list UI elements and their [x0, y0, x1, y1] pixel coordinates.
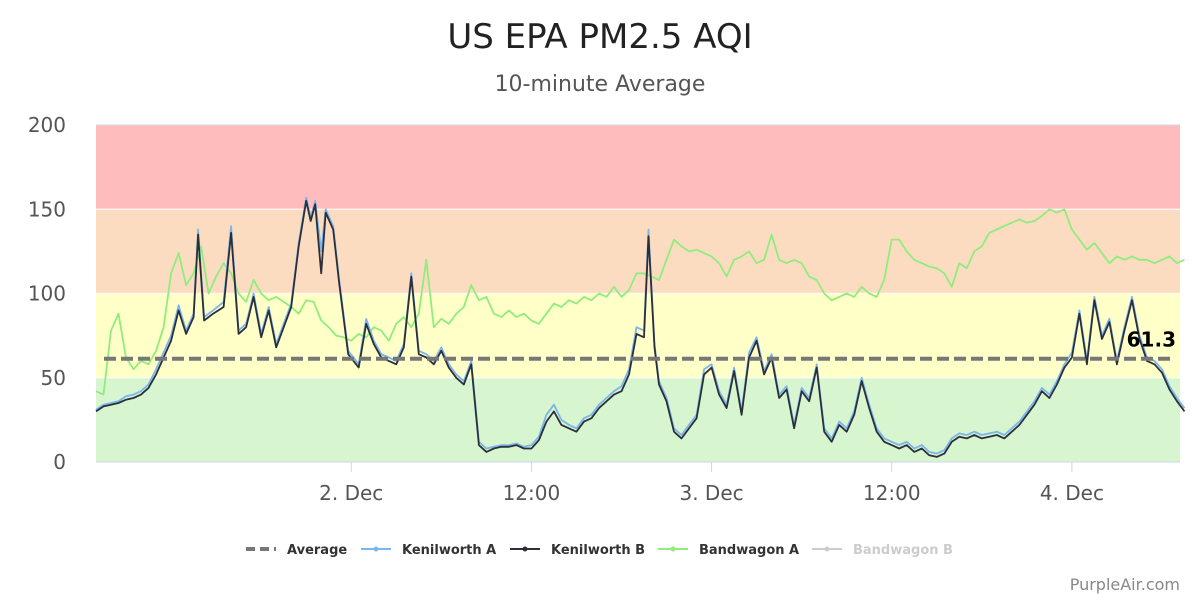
legend-kenilworth-a-label: Kenilworth A	[402, 543, 496, 558]
legend-kenilworth-b-marker	[522, 546, 528, 552]
y-axis: 0 50 100 150 200	[28, 113, 1180, 474]
legend-item-bandwagon-a[interactable]: Bandwagon A	[658, 543, 799, 558]
average-value-label: 61.3	[1127, 328, 1176, 352]
legend-item-kenilworth-a[interactable]: Kenilworth A	[361, 543, 496, 558]
legend-item-average[interactable]: Average	[246, 543, 347, 558]
chart-title: US EPA PM2.5 AQI	[447, 17, 752, 57]
legend-bandwagon-a-marker	[670, 546, 676, 552]
series-lines	[95, 196, 1186, 458]
aqi-band-3	[96, 125, 1180, 210]
x-tick-label-4: 4. Dec	[1040, 481, 1104, 505]
aqi-band-1	[96, 293, 1180, 378]
y-tick-label-200: 200	[28, 113, 66, 137]
average-line-group: 61.3	[104, 328, 1176, 361]
y-tick-label-50: 50	[41, 366, 66, 390]
x-tick-label-0: 2. Dec	[319, 481, 383, 505]
legend-bandwagon-b-label: Bandwagon B	[853, 543, 953, 558]
legend-kenilworth-a-marker	[373, 546, 379, 552]
x-axis: 2. Dec 12:00 3. Dec 12:00 4. Dec	[96, 461, 1180, 505]
legend-item-bandwagon-b[interactable]: Bandwagon B	[812, 543, 953, 558]
credit-link[interactable]: PurpleAir.com	[1070, 575, 1180, 594]
aqi-band-2	[96, 209, 1180, 294]
series-line-bandwagon-a	[95, 208, 1185, 396]
legend-kenilworth-b-label: Kenilworth B	[551, 543, 645, 558]
x-tick-label-1: 12:00	[503, 481, 561, 505]
legend-item-kenilworth-b[interactable]: Kenilworth B	[510, 543, 645, 558]
x-tick-label-2: 3. Dec	[679, 481, 743, 505]
legend: Average Kenilworth A Kenilworth B Bandwa…	[246, 543, 953, 558]
aqi-band-0	[96, 377, 1180, 462]
chart-subtitle: 10-minute Average	[495, 72, 706, 97]
y-tick-label-0: 0	[53, 450, 66, 474]
series-line-kenilworth-b	[95, 199, 1186, 458]
x-tick-label-3: 12:00	[863, 481, 921, 505]
legend-bandwagon-a-label: Bandwagon A	[699, 543, 799, 558]
y-tick-label-150: 150	[28, 197, 66, 221]
y-tick-label-100: 100	[28, 282, 66, 306]
aqi-bands	[96, 124, 1180, 462]
legend-bandwagon-b-marker	[824, 546, 830, 552]
series-line-kenilworth-a	[95, 196, 1186, 455]
legend-average-label: Average	[287, 543, 347, 558]
